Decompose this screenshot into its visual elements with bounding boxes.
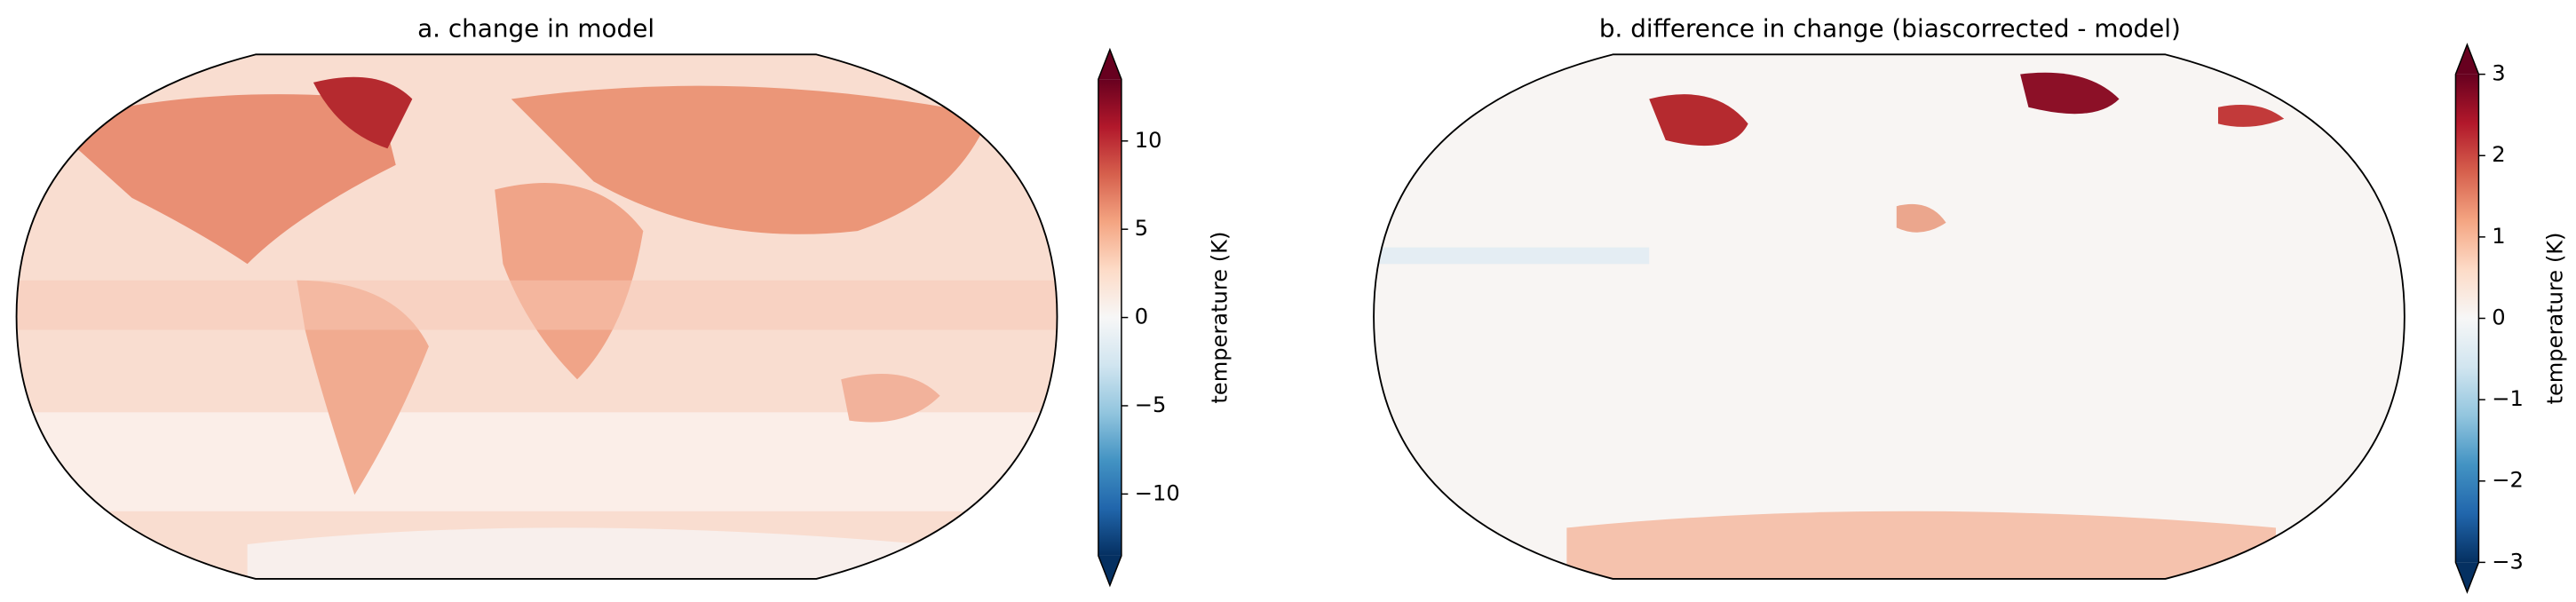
colorbar-tick-label: −5 [1135,392,1167,417]
colorbar-tick-label: 5 [1135,216,1148,241]
map-frame [15,53,1058,580]
map-frame [1373,53,2406,580]
colorbar-tick-label: 2 [2492,142,2505,167]
panel-title: b. difference in change (biascorrected -… [1599,13,2181,43]
colorbar-label: temperature (K) [2543,233,2568,405]
colorbar-extend [1098,49,1122,80]
colorbar-tick-label: −2 [2492,468,2524,493]
colorbar-extend [1098,555,1122,586]
colorbar-tick-label: −3 [2492,549,2524,574]
colorbar-tick-label: 0 [1135,305,1148,329]
colorbar [1098,79,1122,556]
colorbar [2455,74,2479,563]
colorbar-tick-label: 3 [2492,61,2505,86]
panel-title: a. change in model [417,13,654,43]
colorbar-tick-label: −1 [2492,386,2524,411]
map-b [1374,54,2405,579]
colorbar-extend [2455,44,2479,75]
colorbar-tick-label: −10 [1135,480,1180,505]
map-a [16,54,1058,579]
colorbar-tick-label: 0 [2492,305,2505,330]
colorbar-outline [1098,47,1122,588]
colorbar-tick-label: 10 [1135,128,1162,153]
colorbar-label: temperature (K) [1207,232,1232,404]
colorbar-extend [2455,562,2479,592]
colorbar-tick-label: 1 [2492,224,2505,249]
